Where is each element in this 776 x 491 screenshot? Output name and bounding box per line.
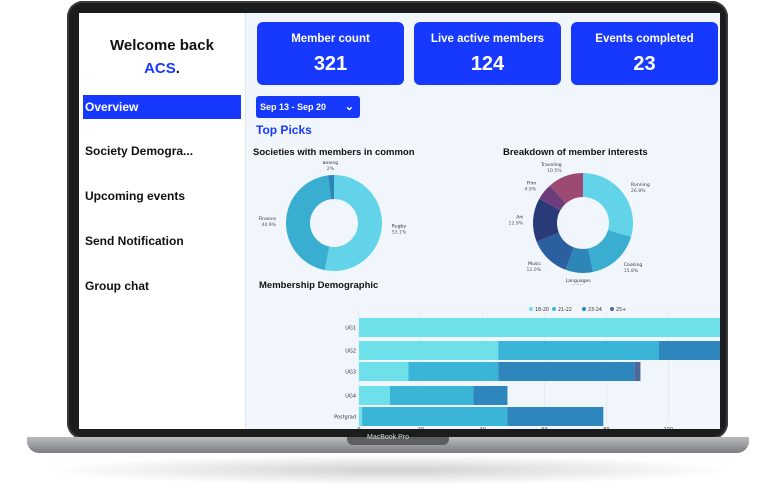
slice-value-label: 8.1% [572, 284, 584, 285]
donut-slice [324, 175, 382, 271]
bar-segment [473, 386, 508, 405]
sidebar: Welcome back ACS. Overview Society Demog… [79, 13, 246, 429]
legend-swatch [610, 307, 614, 311]
donut-slice [536, 232, 574, 270]
app-screen: Welcome back ACS. Overview Society Demog… [79, 13, 720, 429]
slice-value-label: 2% [327, 166, 335, 172]
slice-label: Languages [566, 278, 592, 284]
donut-slice [327, 175, 334, 200]
slice-value-label: 53.1% [392, 230, 407, 236]
y-category-label: UG1 [345, 326, 356, 332]
x-tick-label: 80 [603, 427, 609, 429]
legend-label: 21-22 [558, 307, 572, 313]
sidebar-item-group-chat[interactable]: Group chat [85, 279, 150, 293]
legend-label: 25+ [616, 307, 626, 313]
bar-segment [359, 386, 390, 405]
bar-segment [659, 341, 720, 360]
stat-value: 124 [470, 53, 505, 75]
legend-label: 18-20 [535, 307, 549, 313]
slice-label: Boxing [323, 161, 339, 166]
slice-label: Film [527, 180, 537, 186]
user-name: ACS. [79, 60, 245, 77]
bar-segment [359, 407, 363, 426]
bar-segment [359, 362, 409, 381]
slice-value-label: 12.9% [509, 220, 524, 226]
bar-segment [362, 407, 508, 426]
bar-segment [498, 362, 635, 381]
sidebar-item-send-notification[interactable]: Send Notification [85, 234, 184, 248]
stat-value: 321 [313, 53, 348, 75]
slice-label: Running [631, 182, 650, 188]
stat-card-live-active-members[interactable]: Live active members 124 [414, 22, 561, 85]
slice-label: Finance [258, 216, 276, 222]
stat-label: Events completed [595, 33, 694, 45]
donut-slice [583, 173, 633, 237]
slice-label: Music [528, 261, 542, 267]
y-category-label: UG4 [345, 394, 356, 400]
slice-value-label: 26.8% [631, 188, 646, 194]
y-category-label: UG3 [345, 370, 356, 376]
sidebar-item-society-demographics[interactable]: Society Demogra... [85, 144, 194, 158]
date-range-dropdown[interactable]: Sep 13 - Sep 20 ⌄ [256, 96, 360, 118]
stat-card-events-completed[interactable]: Events completed 23 [571, 22, 718, 85]
stat-label: Live active members [430, 33, 545, 45]
donut-slice [286, 175, 331, 271]
donut-slice [565, 247, 593, 273]
chart-title-membership: Membership Demographic [259, 280, 379, 291]
laptop-shadow [40, 455, 740, 485]
laptop-brand-label: MacBook Pro [366, 434, 410, 441]
slice-value-label: 15.8% [624, 268, 639, 274]
stat-label: Member count [291, 33, 370, 45]
stat-card-member-count[interactable]: Member count 321 [257, 22, 404, 85]
bar-segment [634, 362, 641, 381]
x-tick-label: 60 [541, 427, 547, 429]
slice-label: Cooking [624, 262, 643, 268]
section-title: Top Picks [256, 123, 312, 137]
y-category-label: UG2 [345, 349, 356, 355]
sidebar-item-overview[interactable]: Overview [83, 95, 241, 119]
donut-slice [533, 198, 561, 242]
main-content: Member count 321 Live active members 124… [246, 13, 720, 429]
donut-slice [539, 185, 566, 211]
donut-slice [588, 230, 632, 273]
bar-segment [359, 341, 499, 360]
slice-label: Rugby [392, 224, 407, 230]
user-name-suffix: . [175, 60, 180, 77]
slice-value-label: 44.9% [261, 222, 276, 228]
x-tick-label: 0 [357, 427, 360, 429]
laptop-base [27, 437, 749, 453]
date-range-label: Sep 13 - Sep 20 [260, 102, 327, 112]
x-tick-label: 100 [664, 427, 674, 429]
stat-value: 23 [633, 53, 656, 75]
x-tick-label: 20 [418, 427, 424, 429]
legend-swatch [552, 307, 556, 311]
slice-value-label: 4.9% [525, 186, 537, 192]
chevron-down-icon: ⌄ [344, 101, 354, 113]
sidebar-item-upcoming-events[interactable]: Upcoming events [85, 189, 186, 203]
bar-segment [389, 386, 474, 405]
welcome-heading: Welcome back [110, 37, 214, 54]
slice-label: Art [516, 214, 523, 220]
slice-value-label: 10.5% [547, 168, 562, 174]
laptop-notch [347, 437, 449, 445]
slice-value-label: 12.0% [526, 267, 541, 273]
bar-segment [359, 318, 720, 337]
user-name-text: ACS [144, 60, 176, 77]
slice-label: Traveling [540, 162, 562, 168]
bar-segment [408, 362, 499, 381]
legend-swatch [529, 307, 533, 311]
bar-segment [507, 407, 604, 426]
bar-segment [498, 341, 660, 360]
y-category-label: Postgrad [334, 415, 356, 421]
x-tick-label: 40 [480, 427, 486, 429]
chart-title-interests: Breakdown of member interests [503, 147, 648, 158]
donut-slice [549, 173, 583, 204]
legend-label: 23-24 [588, 307, 602, 313]
legend-swatch [582, 307, 586, 311]
membership-bar-chart: 02040608010012014018-2021-2223-2425+UG1U… [334, 307, 720, 429]
chart-title-societies: Societies with members in common [253, 147, 415, 158]
